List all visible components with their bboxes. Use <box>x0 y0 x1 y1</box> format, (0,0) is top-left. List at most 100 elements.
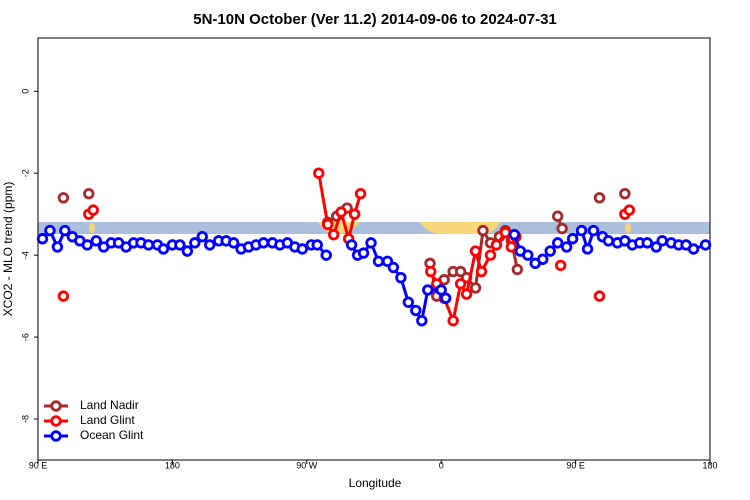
data-point <box>365 237 377 249</box>
data-point <box>196 231 208 243</box>
data-point <box>296 243 309 255</box>
y-tick-label: -4 <box>20 251 30 259</box>
data-point <box>395 271 407 284</box>
x-tick-label: 180 <box>165 460 180 470</box>
data-point <box>460 288 473 300</box>
data-point <box>90 235 102 247</box>
data-point <box>189 237 201 249</box>
ocean-band <box>38 222 710 234</box>
data-point <box>641 237 653 249</box>
data-point <box>505 241 518 253</box>
data-point <box>81 239 93 251</box>
data-point <box>575 224 588 237</box>
data-point <box>257 237 270 249</box>
x-tick-label: 90 E <box>566 460 585 470</box>
data-point <box>508 228 521 241</box>
data-point <box>44 224 56 237</box>
data-point <box>422 284 434 296</box>
y-tick-label: -8 <box>20 415 30 423</box>
data-point <box>551 210 564 222</box>
data-point <box>204 239 216 251</box>
x-tick-label: 90 E <box>29 460 48 470</box>
surface-band <box>38 222 710 234</box>
data-point <box>602 235 615 247</box>
data-point <box>51 241 64 253</box>
data-point <box>348 208 361 220</box>
data-point <box>499 226 512 239</box>
data-point <box>469 245 482 257</box>
data-point <box>566 233 579 245</box>
data-point <box>387 261 400 274</box>
legend-label: Ocean Glint <box>80 428 144 442</box>
data-point <box>416 314 428 327</box>
data-point <box>410 304 422 317</box>
data-point <box>560 241 573 253</box>
data-point <box>174 239 186 251</box>
data-point <box>544 245 556 257</box>
data-point <box>83 187 95 200</box>
data-point <box>320 249 332 261</box>
legend-label: Land Nadir <box>80 398 139 412</box>
x-tick-label: 0 <box>439 460 444 470</box>
data-point <box>475 265 488 278</box>
data-point <box>477 224 489 237</box>
data-point <box>227 237 240 249</box>
data-point <box>699 239 712 251</box>
chart-title: 5N-10N October (Ver 11.2) 2014-09-06 to … <box>193 11 557 28</box>
data-point <box>537 253 549 265</box>
data-point <box>587 224 600 237</box>
data-point <box>551 237 564 249</box>
data-point <box>522 249 534 261</box>
data-point <box>511 263 524 276</box>
plot-frame <box>37 37 711 461</box>
data-point <box>687 243 700 255</box>
y-tick-label: -2 <box>20 169 30 177</box>
data-point <box>484 249 497 261</box>
data-point <box>335 206 347 218</box>
data-point <box>623 204 636 216</box>
legend-marker <box>50 430 62 442</box>
data-point <box>354 187 367 200</box>
data-point <box>619 187 631 200</box>
data-point <box>372 255 385 267</box>
data-point <box>439 292 452 304</box>
data-point <box>425 265 437 278</box>
data-point <box>322 218 334 231</box>
data-point <box>454 278 467 290</box>
data-point <box>157 243 170 255</box>
data-point <box>581 243 594 255</box>
data-point <box>435 284 447 296</box>
data-point <box>554 259 567 272</box>
data-point <box>593 290 606 302</box>
legend-marker <box>50 415 62 427</box>
y-tick-label: 0 <box>20 89 30 94</box>
data-point <box>593 192 606 204</box>
x-tick-label: 180 <box>702 460 717 470</box>
data-point <box>327 228 340 241</box>
data-point <box>447 314 459 327</box>
data-point <box>469 282 482 294</box>
y-axis-label: XCO2 - MLO trend (ppm) <box>1 182 15 317</box>
data-point <box>311 239 323 251</box>
data-point <box>87 204 99 216</box>
data-point <box>313 167 325 179</box>
x-tick-label: 90 W <box>296 460 318 470</box>
data-point <box>57 290 70 302</box>
data-point <box>656 235 668 247</box>
x-axis-label: Longitude <box>349 476 402 490</box>
land-band <box>89 223 95 233</box>
data-point <box>36 233 49 245</box>
legend-marker <box>50 400 62 412</box>
y-tick-label: -6 <box>20 333 30 341</box>
land-band <box>625 223 631 233</box>
legend-label: Land Glint <box>80 413 135 427</box>
data-point <box>402 296 415 308</box>
data-point <box>345 239 358 251</box>
data-point <box>181 245 194 257</box>
data-point <box>556 222 568 235</box>
data-point <box>490 239 503 251</box>
data-point <box>357 247 370 259</box>
data-point <box>59 224 71 237</box>
